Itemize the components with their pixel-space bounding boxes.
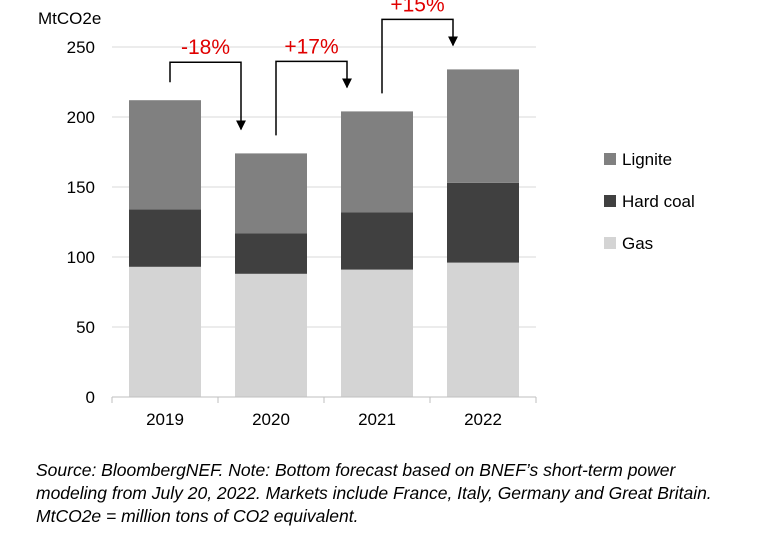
y-tick-label-200: 200 — [67, 108, 95, 127]
bar-hard-coal-2020 — [235, 233, 307, 274]
y-tick-label-150: 150 — [67, 178, 95, 197]
legend-swatch-gas — [604, 237, 616, 249]
bar-lignite-2019 — [129, 100, 201, 210]
bars — [129, 69, 519, 397]
bar-gas-2021 — [341, 269, 413, 397]
change-annotations: -18% +17% +15% — [169, 0, 458, 136]
x-tick-label-2019: 2019 — [146, 410, 184, 429]
bar-lignite-2022 — [447, 69, 519, 183]
change-arrow-2019-2020 — [169, 61, 246, 131]
y-tick-label-100: 100 — [67, 248, 95, 267]
bar-hard-coal-2019 — [129, 209, 201, 267]
x-tick-label-2020: 2020 — [252, 410, 290, 429]
bar-gas-2020 — [235, 273, 307, 397]
change-arrow-2021-2022 — [381, 18, 458, 94]
bar-gas-2022 — [447, 262, 519, 397]
source-note: Source: BloombergNEF. Note: Bottom forec… — [36, 460, 712, 526]
change-label-2020-2021: +17% — [284, 35, 338, 58]
x-axis-ticks: 2019 2020 2021 2022 — [111, 397, 537, 429]
bar-lignite-2021 — [341, 111, 413, 213]
bar-hard-coal-2021 — [341, 212, 413, 270]
change-label-2019-2020: -18% — [181, 36, 230, 59]
x-tick-label-2022: 2022 — [464, 410, 502, 429]
y-tick-label-50: 50 — [76, 318, 95, 337]
y-tick-label-250: 250 — [67, 38, 95, 57]
change-arrow-2020-2021 — [275, 60, 352, 136]
legend-label-hard-coal: Hard coal — [622, 192, 695, 211]
bar-hard-coal-2022 — [447, 182, 519, 263]
legend: Lignite Hard coal Gas — [604, 150, 695, 253]
y-axis-unit: MtCO2e — [38, 9, 101, 28]
change-label-2021-2022: +15% — [390, 0, 444, 16]
legend-swatch-hard-coal — [604, 195, 616, 207]
x-tick-label-2021: 2021 — [358, 410, 396, 429]
legend-label-lignite: Lignite — [622, 150, 672, 169]
legend-swatch-lignite — [604, 153, 616, 165]
y-tick-label-0: 0 — [86, 388, 95, 407]
y-axis-ticks: 0 50 100 150 200 250 — [67, 38, 95, 407]
legend-label-gas: Gas — [622, 234, 653, 253]
bar-gas-2019 — [129, 266, 201, 397]
bar-lignite-2020 — [235, 153, 307, 234]
